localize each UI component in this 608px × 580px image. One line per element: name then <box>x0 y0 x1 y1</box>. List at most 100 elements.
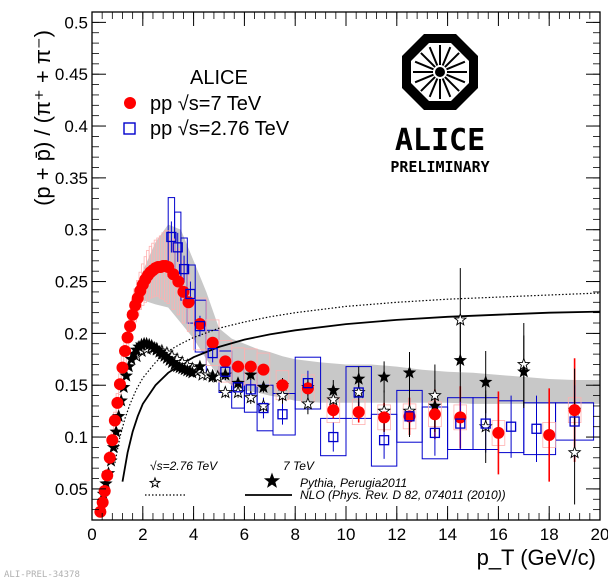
logo-ray <box>420 52 436 68</box>
sys-band <box>136 224 600 404</box>
legend-marker-pp-7tev <box>124 97 136 109</box>
point-pythia-7tev <box>428 399 442 412</box>
point-pp-276tev <box>505 421 517 432</box>
y-tick-label: 0.45 <box>55 65 88 84</box>
point-pythia-7tev <box>402 365 417 379</box>
logo-ray <box>441 78 452 98</box>
point-pp-7tev <box>103 451 116 464</box>
x-tick-label: 20 <box>591 525 608 544</box>
point-pp-7tev <box>568 404 581 417</box>
logo-ray <box>444 52 460 68</box>
point-pp-276tev <box>172 242 183 253</box>
point-pp-276tev <box>353 387 364 398</box>
alice-logo-preliminary: PRELIMINARY <box>390 158 489 176</box>
logo-ray <box>444 76 460 92</box>
point-pp-7tev <box>492 426 505 439</box>
point-pythia-276tev <box>301 396 315 410</box>
point-pythia-7tev <box>165 355 179 369</box>
legend-marker-pp-276tev <box>123 122 136 135</box>
point-pythia-7tev <box>206 369 220 383</box>
x-tick-label: 10 <box>337 525 356 544</box>
x-tick-label: 8 <box>290 525 299 544</box>
point-pythia-7tev <box>106 440 121 454</box>
point-pp-7tev <box>232 360 245 373</box>
logo-ray <box>446 60 466 71</box>
y-tick-label: 0.5 <box>64 13 88 32</box>
point-pp-7tev <box>219 355 232 368</box>
point-pp-276tev <box>569 416 580 427</box>
point-pythia-7tev <box>157 349 171 362</box>
point-pythia-7tev <box>162 353 177 366</box>
point-pythia-7tev <box>185 365 199 379</box>
point-pythia-276tev <box>218 385 233 399</box>
point-pp-276tev <box>480 418 491 429</box>
point-pythia-7tev <box>112 409 126 422</box>
point-pp-7tev <box>113 378 126 391</box>
point-pythia-7tev <box>377 369 391 383</box>
logo-ray <box>446 73 466 84</box>
point-pp-276tev <box>455 418 466 429</box>
point-pp-7tev <box>403 410 416 423</box>
point-pythia-276tev <box>567 445 582 459</box>
point-pp-276tev <box>232 382 244 393</box>
point-pythia-7tev <box>167 357 182 371</box>
point-pp-7tev <box>172 275 185 288</box>
sys-band-layer <box>136 224 600 404</box>
point-pp-7tev <box>119 345 132 358</box>
point-pp-7tev <box>454 411 467 424</box>
point-pp-276tev <box>378 435 390 446</box>
point-pp-7tev <box>124 320 137 333</box>
nlo-276tev-curve <box>114 292 601 464</box>
point-pp-276tev <box>185 288 196 300</box>
point-pythia-7tev <box>155 347 169 360</box>
point-pp-7tev <box>428 408 441 421</box>
experiment-label: ALICE <box>190 67 248 89</box>
model-legend: √s=2.76 TeV 7 TeV Pythia, Perugia2011 NL… <box>145 459 506 502</box>
point-pp-7tev <box>96 496 109 509</box>
point-pp-7tev <box>98 484 111 497</box>
point-pp-7tev <box>106 434 119 447</box>
model-legend-7-header: 7 TeV <box>283 459 315 473</box>
y-tick-label: 0.25 <box>55 273 88 292</box>
point-pythia-276tev <box>427 388 442 402</box>
point-pythia-7tev <box>145 338 159 352</box>
point-pp-7tev <box>177 285 190 298</box>
point-pp-276tev <box>404 411 415 422</box>
point-pp-7tev <box>94 505 107 518</box>
point-pp-7tev <box>101 469 114 482</box>
point-pp-7tev <box>301 382 314 395</box>
point-pythia-7tev <box>99 476 113 490</box>
point-pp-276tev <box>302 378 314 389</box>
point-pp-7tev <box>116 361 129 374</box>
logo-ray <box>441 46 452 66</box>
axes-layer: 0 2 4 6 8 10 12 14 16 18 20 0.05 0.1 0.15 0.2 0.25 0.3 0.… <box>55 11 608 544</box>
point-pp-276tev <box>178 263 190 275</box>
point-pythia-7tev <box>352 372 366 385</box>
y-tick-label: 0.4 <box>64 117 88 136</box>
point-pythia-276tev <box>275 388 290 402</box>
x-tick-label: 16 <box>489 525 508 544</box>
alice-logo-octagon-icon <box>402 34 478 110</box>
legend-label-pp-276tev: pp √s=2.76 TeV <box>150 118 290 140</box>
y-axis-title-text: (p + p̄) / (π⁺ + π⁻) <box>30 30 55 206</box>
point-pp-276tev <box>429 427 441 439</box>
figure-id: ALI-PREL-34378 <box>4 570 80 580</box>
x-tick-label: 14 <box>438 525 457 544</box>
x-tick-label: 6 <box>240 525 249 544</box>
point-pp-7tev <box>206 336 219 349</box>
legend: ALICE pp √s=7 TeV pp √s=2.76 TeV <box>123 67 290 140</box>
legend-open-star-marker <box>148 476 162 489</box>
point-pythia-7tev <box>453 353 467 366</box>
point-pythia-7tev <box>119 368 133 382</box>
x-tick-label: 18 <box>540 525 559 544</box>
point-pp-276tev <box>258 402 269 414</box>
point-pp-276tev <box>277 409 288 420</box>
logo-ray <box>414 73 434 84</box>
legend-filled-star-marker <box>263 472 281 488</box>
point-pythia-7tev <box>109 424 123 438</box>
legend-nlo-label: NLO (Phys. Rev. D 82, 074011 (2010)) <box>300 488 506 502</box>
x-axis-title-text: p_T (GeV/c) <box>477 545 596 570</box>
point-pythia-276tev <box>326 392 341 406</box>
point-pp-7tev <box>257 363 270 376</box>
